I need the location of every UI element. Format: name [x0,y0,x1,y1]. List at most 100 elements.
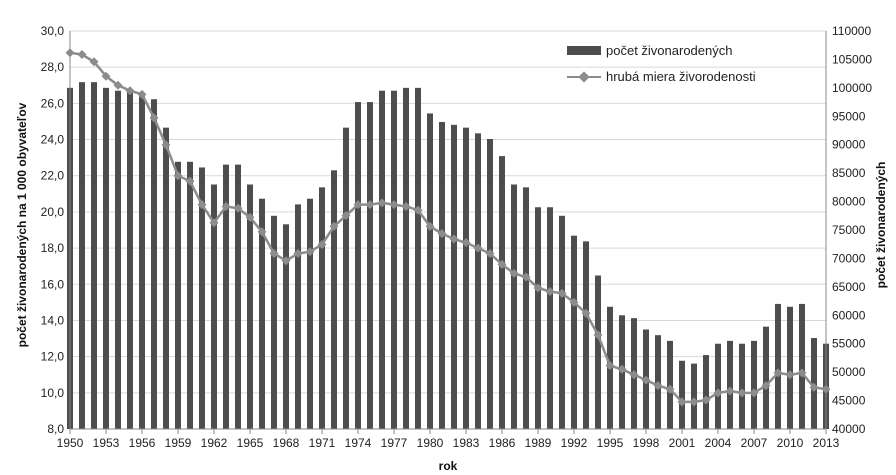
right-tick-label: 105000 [832,52,872,66]
x-tick-label: 1971 [309,436,336,450]
bar [751,340,757,429]
x-tick-label: 1950 [57,436,84,450]
bar [115,90,121,429]
x-tick-label: 1953 [93,436,120,450]
line-point [341,211,351,221]
bar [739,343,745,429]
legend: počet živonarodených hrubá miera živorod… [567,43,756,84]
x-tick-label: 1986 [489,436,516,450]
bar [127,90,133,429]
line-point [773,368,783,378]
line-point [677,397,687,407]
left-tick-label: 18,0 [41,241,65,255]
bar [79,82,85,430]
right-tick-label: 95000 [832,109,866,123]
bar [175,161,181,429]
x-axis-ticks: 1950 1953 1956 1959 1962 1965 1968 1971 1974 1977… [57,429,840,450]
bar [367,102,373,430]
line-point [425,221,435,231]
line-point [233,203,243,213]
right-axis-ticks: 40000 45000 50000 55000 60000 65000 70000 75000… [832,24,872,436]
x-axis-title: rok [439,459,458,473]
bar [691,363,697,429]
right-tick-label: 90000 [832,138,866,152]
left-tick-label: 28,0 [41,60,65,74]
line-point [89,57,99,67]
x-tick-label: 1962 [201,436,228,450]
line-point [329,221,339,231]
bar [535,207,541,429]
bar [511,184,517,429]
line-point [749,388,759,398]
right-tick-label: 45000 [832,394,866,408]
right-tick-label: 50000 [832,365,866,379]
left-tick-label: 8,0 [47,422,64,436]
line-point [305,247,315,257]
right-tick-label: 70000 [832,251,866,265]
right-tick-label: 65000 [832,280,866,294]
left-tick-label: 22,0 [41,169,65,183]
x-tick-label: 1983 [453,436,480,450]
line-point [665,384,675,394]
line-point [809,382,819,392]
line-point [77,50,87,60]
bar [139,96,145,429]
left-tick-label: 24,0 [41,133,65,147]
right-tick-label: 60000 [832,308,866,322]
bar [703,355,709,429]
line-point [161,140,171,150]
x-tick-label: 1965 [237,436,264,450]
x-tick-label: 2013 [813,436,840,450]
line-point [761,381,771,391]
left-tick-label: 20,0 [41,205,65,219]
line-point [401,201,411,211]
x-tick-label: 1992 [561,436,588,450]
bar [439,121,445,429]
bar [91,82,97,430]
bar [787,306,793,429]
left-tick-label: 16,0 [41,277,65,291]
line-point [533,283,543,293]
line-path [69,51,827,404]
line-point [197,200,207,210]
bar [463,127,469,430]
x-tick-label: 1956 [129,436,156,450]
right-tick-label: 80000 [832,195,866,209]
line-point [521,272,531,282]
bar [271,215,277,429]
x-tick-label: 2004 [705,436,732,450]
bar [235,164,241,429]
line-point [317,239,327,249]
right-tick-label: 110000 [832,24,871,38]
line-point [581,308,591,318]
line-point [593,330,603,340]
x-tick-label: 2010 [777,436,804,450]
x-tick-label: 1974 [345,436,372,450]
line-point [101,71,111,81]
line-point [365,200,375,210]
bar [331,170,337,430]
left-axis-title: počet živonarodených na 1 000 obyvateľov [15,102,29,347]
line-point [569,297,579,307]
line-point [113,80,123,90]
line-point [653,381,663,391]
left-tick-label: 26,0 [41,96,65,110]
line-point [293,249,303,259]
bar [763,326,769,429]
bar [451,124,457,430]
bar [343,127,349,430]
right-tick-label: 75000 [832,223,866,237]
line-point [125,86,135,96]
legend-label-bars: počet živonarodených [606,43,732,58]
bar [499,156,505,430]
bar [103,87,109,429]
bar [379,90,385,429]
bar [295,204,301,429]
right-tick-label: 100000 [832,81,872,95]
bar [403,87,409,429]
line-point [509,268,519,278]
x-tick-label: 2001 [669,436,696,450]
bar [523,187,529,429]
line-point [641,375,651,385]
